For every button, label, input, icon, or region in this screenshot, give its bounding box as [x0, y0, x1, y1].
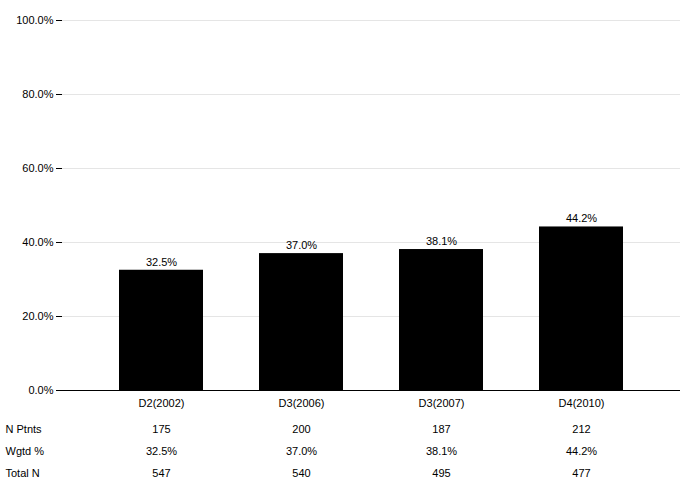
svg-text:540: 540: [292, 467, 310, 479]
svg-text:477: 477: [572, 467, 590, 479]
svg-text:40.0%: 40.0%: [22, 236, 53, 248]
svg-text:100.0%: 100.0%: [16, 14, 54, 26]
svg-text:187: 187: [432, 423, 450, 435]
svg-text:20.0%: 20.0%: [22, 310, 53, 322]
svg-text:200: 200: [292, 423, 310, 435]
svg-text:D4(2010): D4(2010): [559, 397, 605, 409]
svg-text:32.5%: 32.5%: [146, 256, 177, 268]
svg-text:N Ptnts: N Ptnts: [6, 423, 43, 435]
svg-text:495: 495: [432, 467, 450, 479]
svg-text:37.0%: 37.0%: [286, 239, 317, 251]
svg-text:0.0%: 0.0%: [28, 384, 53, 396]
svg-text:38.1%: 38.1%: [426, 235, 457, 247]
svg-text:D3(2007): D3(2007): [419, 397, 465, 409]
svg-text:Wgtd %: Wgtd %: [6, 445, 45, 457]
svg-text:44.2%: 44.2%: [566, 212, 597, 224]
svg-text:38.1%: 38.1%: [426, 445, 457, 457]
svg-text:175: 175: [152, 423, 170, 435]
svg-text:80.0%: 80.0%: [22, 88, 53, 100]
svg-text:D3(2006): D3(2006): [279, 397, 325, 409]
svg-text:212: 212: [572, 423, 590, 435]
svg-text:32.5%: 32.5%: [146, 445, 177, 457]
svg-text:Total N: Total N: [6, 467, 40, 479]
svg-text:44.2%: 44.2%: [566, 445, 597, 457]
svg-text:547: 547: [152, 467, 170, 479]
svg-text:60.0%: 60.0%: [22, 162, 53, 174]
svg-text:37.0%: 37.0%: [286, 445, 317, 457]
svg-text:D2(2002): D2(2002): [139, 397, 185, 409]
